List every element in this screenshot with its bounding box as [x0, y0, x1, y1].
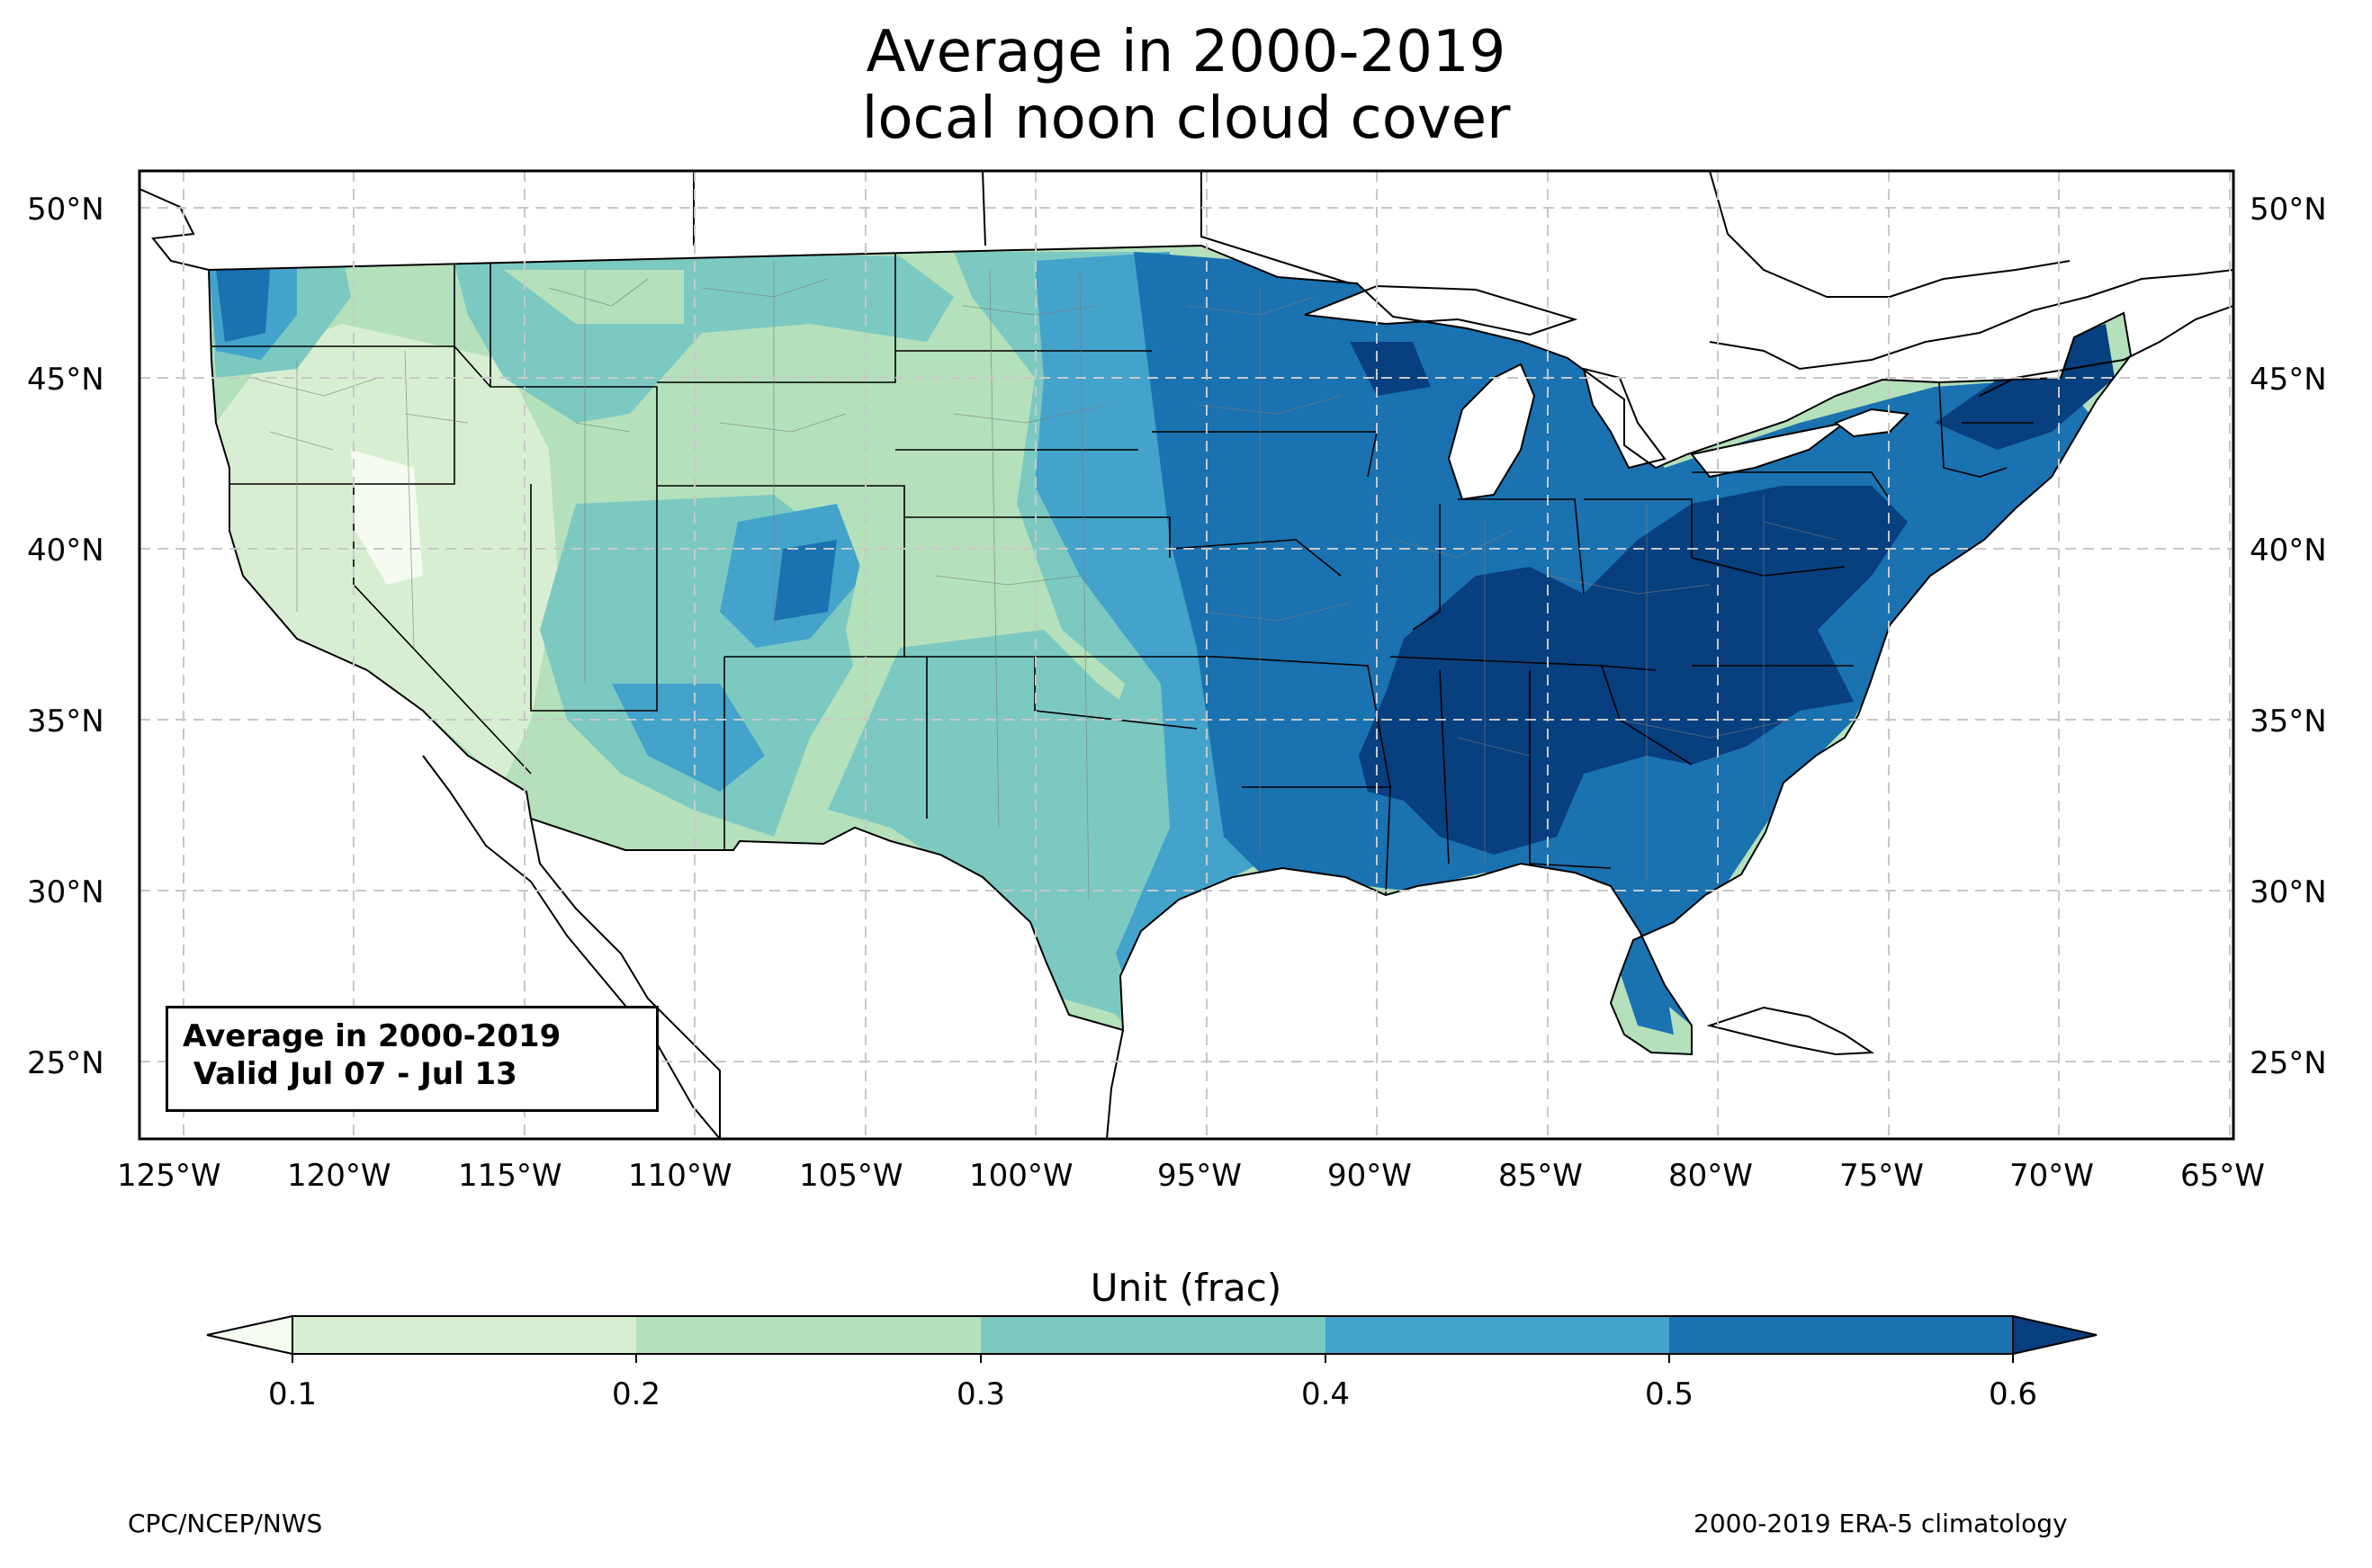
lat-tick-right-50: 50°N — [2250, 192, 2327, 228]
map-title-line1: Average in 2000-2019 — [866, 19, 1506, 85]
colorbar-tick-0.3: 0.3 — [956, 1376, 1006, 1412]
lon-tick-75w: 75°W — [1839, 1158, 1924, 1194]
footer-climatology: 2000-2019 ERA-5 climatology — [1694, 1509, 2068, 1538]
map-frame — [138, 169, 2235, 1141]
colorbar-bin-2 — [636, 1316, 981, 1354]
lon-tick-95w: 95°W — [1157, 1158, 1242, 1194]
lon-tick-85w: 85°W — [1498, 1158, 1583, 1194]
lat-tick-left-35: 35°N — [27, 703, 104, 739]
colorbar-tick-0.2: 0.2 — [611, 1376, 661, 1412]
lat-tick-left-50: 50°N — [27, 192, 104, 228]
info-box-line1: Average in 2000-2019 — [183, 1018, 562, 1054]
lon-tick-70w: 70°W — [2009, 1158, 2094, 1194]
lat-tick-left-40: 40°N — [27, 533, 104, 569]
colorbar — [206, 1314, 2098, 1363]
lat-tick-right-30: 30°N — [2250, 874, 2327, 910]
colorbar-tick-0.1: 0.1 — [267, 1376, 318, 1412]
county-lines — [251, 261, 1837, 900]
colorbar-bin-4 — [1325, 1316, 1669, 1354]
state-boundaries — [209, 247, 2034, 896]
lon-tick-80w: 80°W — [1668, 1158, 1753, 1194]
info-box-line2: Valid Jul 07 - Jul 13 — [183, 1056, 517, 1092]
map-title-line2: local noon cloud cover — [861, 85, 1511, 152]
lat-tick-left-30: 30°N — [27, 874, 104, 910]
lon-tick-100w: 100°W — [969, 1158, 1074, 1194]
lon-tick-115w: 115°W — [458, 1158, 562, 1194]
lat-tick-right-45: 45°N — [2250, 362, 2327, 398]
lat-tick-left-25: 25°N — [27, 1045, 104, 1081]
validity-info-box: Average in 2000-2019 Valid Jul 07 - Jul … — [166, 1006, 659, 1112]
colorbar-extend-max — [2012, 1314, 2098, 1356]
lat-tick-left-45: 45°N — [27, 362, 104, 398]
lon-tick-110w: 110°W — [628, 1158, 732, 1194]
colorbar-label: Unit (frac) — [1090, 1266, 1282, 1310]
colorbar-tick-0.4: 0.4 — [1300, 1376, 1351, 1412]
lon-tick-65w: 65°W — [2180, 1158, 2265, 1194]
lon-tick-90w: 90°W — [1327, 1158, 1412, 1194]
footer-source: CPC/NCEP/NWS — [128, 1509, 323, 1538]
colorbar-bin-1 — [292, 1316, 636, 1354]
colorbar-extend-min — [206, 1314, 293, 1356]
lat-tick-right-40: 40°N — [2250, 533, 2327, 569]
lat-tick-right-25: 25°N — [2250, 1045, 2327, 1081]
lon-tick-120w: 120°W — [287, 1158, 391, 1194]
colorbar-tick-0.6: 0.6 — [1988, 1376, 2038, 1412]
lon-tick-105w: 105°W — [799, 1158, 903, 1194]
great-lakes — [1304, 284, 1910, 501]
colorbar-bin-3 — [981, 1316, 1325, 1354]
colorbar-bin-5 — [1669, 1316, 2013, 1354]
lat-tick-right-35: 35°N — [2250, 703, 2327, 739]
colorbar-tick-0.5: 0.5 — [1644, 1376, 1694, 1412]
lon-tick-125w: 125°W — [117, 1158, 221, 1194]
